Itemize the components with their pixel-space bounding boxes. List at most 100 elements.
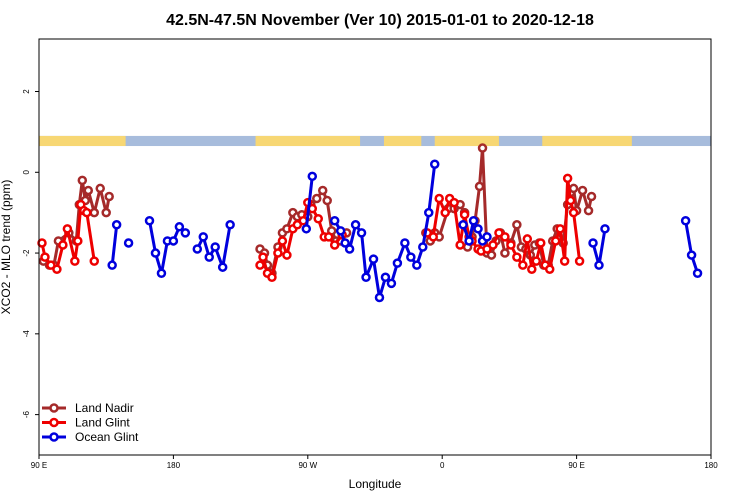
land-glint-point <box>40 252 50 262</box>
ocean-glint-point <box>204 252 214 262</box>
land-glint-point <box>255 260 265 270</box>
x-tick-label: 90 W <box>298 461 317 470</box>
ocean-glint-point <box>392 258 403 268</box>
y-tick-label: 2 <box>22 89 31 94</box>
land-glint-point <box>568 207 579 218</box>
land-nadir-point <box>486 250 497 260</box>
ocean-glint-point <box>686 250 697 260</box>
ocean-glint-point <box>458 220 468 230</box>
ocean-glint-line <box>684 220 700 274</box>
land-glint-point <box>565 195 576 206</box>
legend-marker-land-nadir <box>49 403 59 413</box>
y-tick-label: 0 <box>22 170 31 175</box>
land-nadir-point <box>568 183 579 194</box>
land-glint-point <box>574 256 585 266</box>
ocean-glint-point <box>368 254 379 264</box>
ocean-glint-point <box>418 242 428 252</box>
land-nadir-point <box>500 248 510 258</box>
ocean-glint-point <box>594 260 604 270</box>
land-ocean-mask <box>39 135 711 147</box>
land-nadir-series <box>38 143 597 279</box>
land-glint-point <box>267 272 277 283</box>
ocean-glint-point <box>217 262 228 272</box>
ocean-glint-point <box>600 224 610 234</box>
land-band <box>39 135 126 147</box>
land-glint-point <box>506 240 516 250</box>
legend-label-ocean-glint: Ocean Glint <box>75 430 139 444</box>
ocean-glint-point <box>340 238 350 248</box>
land-nadir-point <box>83 185 94 196</box>
ocean-glint-point <box>412 260 422 270</box>
land-glint-point <box>434 193 444 204</box>
land-nadir-point <box>89 207 100 218</box>
land-glint-point <box>459 209 470 220</box>
land-glint-point <box>329 240 340 250</box>
ocean-glint-point <box>156 268 167 279</box>
land-glint-point <box>559 256 570 266</box>
ocean-glint-point <box>107 260 117 270</box>
ocean-glint-point <box>180 228 191 238</box>
y-tick-label: -2 <box>22 249 31 257</box>
land-glint-point <box>52 264 62 274</box>
land-glint-point <box>555 224 565 234</box>
ocean-glint-point <box>380 272 391 283</box>
land-glint-point <box>440 207 450 218</box>
land-nadir-point <box>586 191 597 202</box>
x-tick-label: 180 <box>167 461 181 470</box>
ocean-glint-point <box>144 215 155 226</box>
ocean-glint-point <box>329 215 340 226</box>
ocean-glint-line <box>304 176 314 229</box>
ocean-glint-point <box>464 236 474 246</box>
ocean-glint-point <box>473 224 483 234</box>
land-glint-point <box>70 256 80 266</box>
land-nadir-point <box>577 185 588 196</box>
ocean-glint-line <box>110 224 119 266</box>
ocean-glint-point <box>361 272 371 283</box>
data-series <box>37 143 703 303</box>
ocean-glint-point <box>424 207 434 218</box>
x-tick-label: 90 E <box>568 461 584 470</box>
ocean-glint-point <box>692 268 703 279</box>
land-nadir-point <box>474 181 485 192</box>
land-nadir-point <box>312 193 322 204</box>
land-glint-point <box>522 234 533 244</box>
ocean-glint-point <box>374 292 385 303</box>
land-glint-point <box>455 240 465 250</box>
land-nadir-point <box>77 175 88 186</box>
plot-frame <box>38 38 712 456</box>
land-glint-point <box>500 232 510 242</box>
y-tick-label: -4 <box>22 330 31 338</box>
land-nadir-point <box>512 220 522 230</box>
land-glint-point <box>62 224 73 234</box>
ocean-glint-point <box>168 236 179 246</box>
land-glint-point <box>536 238 546 248</box>
land-glint-point <box>562 173 573 184</box>
ocean-glint-point <box>680 215 691 226</box>
ocean-glint-point <box>174 222 185 232</box>
ocean-glint-point <box>344 244 355 254</box>
ocean-glint-point <box>192 244 203 254</box>
land-glint-point <box>544 264 555 274</box>
x-tick-label: 0 <box>440 461 445 470</box>
ocean-band <box>39 135 711 147</box>
land-glint-point <box>313 213 324 224</box>
land-nadir-point <box>95 183 105 194</box>
legend-marker-ocean-glint <box>49 432 59 442</box>
land-nadir-point <box>317 185 328 196</box>
land-glint-point <box>518 260 528 270</box>
x-tick-label: 90 E <box>31 461 47 470</box>
ocean-glint-point <box>307 171 318 182</box>
x-axis: 90 E 180 90 W 0 90 E 180 <box>31 455 718 470</box>
legend-marker-land-glint <box>49 417 59 428</box>
ocean-glint-point <box>588 238 598 248</box>
land-glint-point <box>428 232 438 242</box>
land-glint-point <box>73 236 83 246</box>
ocean-glint-point <box>482 232 492 242</box>
land-band <box>255 135 361 147</box>
ocean-glint-point <box>468 215 479 226</box>
land-glint-point <box>82 207 92 218</box>
land-glint-point <box>89 256 100 266</box>
ocean-glint-point <box>350 220 361 230</box>
land-band <box>542 135 632 147</box>
land-glint-point <box>258 252 268 262</box>
